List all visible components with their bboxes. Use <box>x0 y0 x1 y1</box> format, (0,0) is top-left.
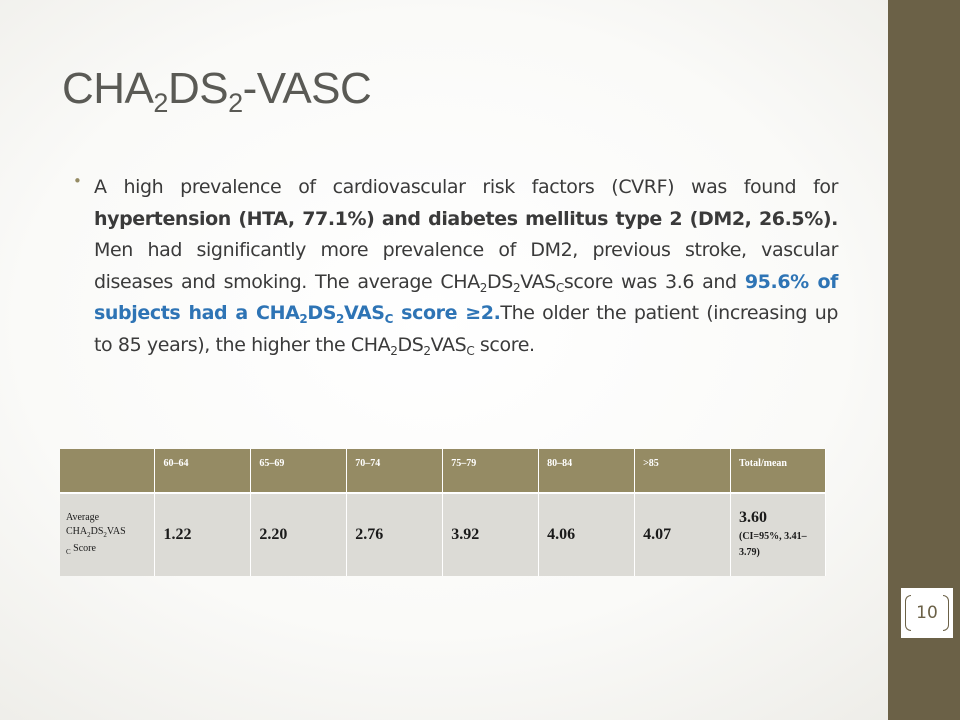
table-cell: 4.07 <box>634 492 731 576</box>
table-header-cell: 80–84 <box>538 449 636 493</box>
text-sub: C <box>555 280 564 295</box>
text-sub: 2 <box>336 312 344 326</box>
text-sub: C <box>66 548 71 556</box>
text-sub: 2 <box>479 280 488 295</box>
page-number-badge: 10 <box>901 588 953 638</box>
text-run: DS <box>90 526 104 537</box>
text-sub: 2 <box>390 343 398 358</box>
table-cell: 1.22 <box>154 492 252 576</box>
text-sub: 2 <box>103 531 107 539</box>
total-ci: (CI=95%, 3.41–3.79) <box>738 530 807 558</box>
total-cell: 3.60 (CI=95%, 3.41–3.79) <box>730 492 827 576</box>
text-run: score. <box>474 333 535 356</box>
text-run: Men had significantly more prevalence of… <box>94 239 838 293</box>
table-header-cell: 65–69 <box>250 449 348 493</box>
table-row: Average CHA2DS2VAS C Score 1.22 2.20 2.76… <box>60 492 827 576</box>
table-header-cell: 75–79 <box>442 449 540 493</box>
text-run: DS <box>307 302 336 324</box>
text-run: DS <box>397 333 424 356</box>
text-run: VAS <box>343 302 385 324</box>
text-sub: 2 <box>299 312 308 326</box>
text-sub: 2 <box>423 343 431 358</box>
table-cell: 3.92 <box>442 492 540 576</box>
table-header-cell: Total/mean <box>730 449 827 493</box>
page-number: 10 <box>916 603 938 623</box>
text-run: A high prevalence of cardiovascular risk… <box>94 176 838 198</box>
text-run: VAS <box>520 270 556 293</box>
title-part: CHA <box>62 64 154 113</box>
text-run: VAS <box>106 526 126 537</box>
bullet-paragraph: A high prevalence of cardiovascular risk… <box>94 172 838 361</box>
bullet-dot: • <box>73 172 82 190</box>
text-run: DS <box>487 270 513 293</box>
text-sub: 2 <box>87 531 91 539</box>
table-header-row: 60–64 65–69 70–74 75–79 80–84 >85 Total/… <box>60 449 827 493</box>
table-header-cell: >85 <box>634 449 731 493</box>
text-run: Score <box>70 543 96 554</box>
text-run: score ≥2. <box>392 302 501 324</box>
highlight-run: 95.6% of subjects had a CHA2DS2VASC scor… <box>94 270 839 326</box>
text-run: Average CHA <box>66 512 100 537</box>
table-header-cell: 70–74 <box>346 449 444 493</box>
title-part: DS <box>167 64 229 113</box>
score-table: 60–64 65–69 70–74 75–79 80–84 >85 Total/… <box>60 449 827 576</box>
text-run-bold: hypertension (HTA, 77.1%) and diabetes m… <box>94 207 838 230</box>
table-cell: 2.20 <box>250 492 348 576</box>
text-sub: C <box>384 312 394 326</box>
text-run: 95.6% of subjects had a CHA <box>94 270 839 325</box>
title-sub: 2 <box>228 88 243 118</box>
text-run: score was 3.6 and <box>563 270 745 293</box>
table-header-cell <box>60 449 156 493</box>
slide-title: CHA2DS2-VASC <box>62 64 372 119</box>
title-sub: 2 <box>153 88 168 118</box>
title-part: -VASC <box>242 64 372 113</box>
total-value: 3.60 <box>738 508 767 526</box>
bracket-left <box>905 595 911 631</box>
text-run: The older the patient (increasing up to … <box>94 302 838 356</box>
table-cell: 2.76 <box>346 492 444 576</box>
row-label-cell: Average CHA2DS2VAS C Score <box>60 492 156 576</box>
text-sub: 2 <box>512 280 521 295</box>
table-header-cell: 60–64 <box>154 449 252 493</box>
text-run: VAS <box>430 333 467 356</box>
text-sub: C <box>466 343 475 358</box>
table-cell: 4.06 <box>538 492 636 576</box>
